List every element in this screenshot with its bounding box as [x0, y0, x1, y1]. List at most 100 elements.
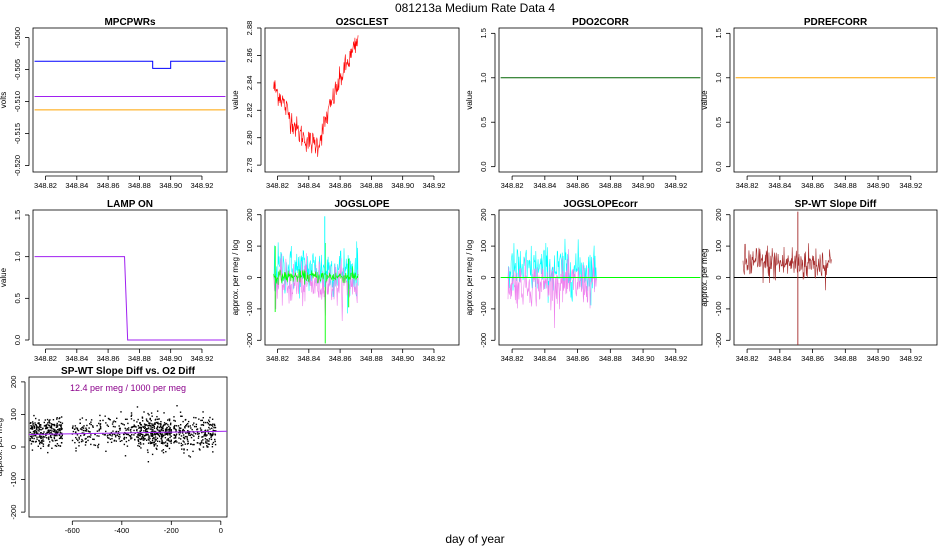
scatter-point: [37, 426, 39, 428]
scatter-point: [146, 430, 148, 433]
scatter-point: [42, 436, 44, 438]
scatter-point: [85, 441, 87, 443]
scatter-point: [140, 438, 142, 441]
scatter-point: [147, 438, 150, 440]
scatter-point: [148, 414, 150, 416]
scatter-point: [164, 428, 167, 431]
panels-group: MPCPWRs volts 348.82 348.84 348.86 348.88 348.…: [0, 17, 938, 535]
plot-area: [734, 211, 937, 345]
scatter-point: [104, 415, 106, 417]
scatter-point: [161, 441, 163, 443]
chart-title: MPCPWRs: [104, 17, 156, 28]
scatter-point: [208, 420, 211, 423]
scatter-point: [57, 444, 60, 447]
scatter-point: [163, 422, 166, 424]
scatter-point: [173, 419, 175, 422]
scatter-point: [211, 425, 214, 427]
scatter-point: [147, 412, 149, 415]
scatter-point: [108, 437, 110, 439]
scatter-point: [33, 432, 36, 434]
x-tick-label: 348.92: [422, 354, 445, 363]
x-tick-label: 348.88: [834, 354, 857, 363]
scatter-point: [122, 423, 124, 425]
scatter-point: [128, 434, 131, 437]
x-tick-label: 348.82: [501, 354, 524, 363]
scatter-point: [157, 434, 159, 436]
scatter-point: [169, 428, 171, 430]
scatter-point: [187, 426, 190, 428]
scatter-point: [36, 432, 38, 435]
scatter-point: [112, 433, 114, 436]
scatter-point: [48, 430, 50, 432]
y-tick-label: -200: [479, 333, 488, 348]
scatter-point: [55, 430, 57, 432]
scatter-point: [150, 435, 152, 437]
scatter-point: [40, 440, 43, 442]
scatter-point: [38, 419, 40, 421]
x-tick-label: 348.84: [297, 181, 320, 190]
scatter-point: [154, 438, 156, 440]
scatter-point: [49, 422, 51, 424]
scatter-point: [207, 440, 209, 442]
scatter-point: [102, 419, 104, 422]
scatter-point: [203, 421, 205, 424]
scatter-point: [188, 431, 190, 434]
scatter-point: [49, 436, 52, 438]
scatter-point: [203, 435, 205, 437]
scatter-point: [201, 436, 203, 438]
scatter-point: [47, 437, 50, 440]
scatter-point: [192, 434, 194, 436]
scatter-point: [84, 438, 87, 440]
y-tick-label: 0: [479, 275, 488, 279]
scatter-point: [82, 440, 84, 442]
y-tick-label: -0.510: [13, 91, 22, 112]
x-tick-label: 348.86: [97, 354, 120, 363]
scatter-point: [145, 428, 148, 431]
scatter-point: [99, 425, 102, 428]
scatter-point: [34, 434, 36, 437]
scatter-point: [81, 417, 84, 419]
scatter-point: [75, 447, 77, 449]
scatter-point: [155, 443, 157, 445]
scatter-point: [208, 419, 210, 421]
scatter-point: [182, 428, 184, 431]
scatter-point: [186, 438, 189, 441]
scatter-point: [53, 431, 56, 433]
scatter-point: [138, 433, 140, 435]
scatter-point: [201, 419, 204, 422]
scatter-point: [189, 434, 192, 437]
scatter-point: [29, 438, 32, 440]
scatter-point: [47, 426, 49, 429]
scatter-point: [173, 416, 175, 418]
scatter-point: [113, 420, 115, 422]
scatter-point: [56, 434, 58, 437]
scatter-point: [102, 433, 104, 435]
x-tick-label: 348.82: [736, 354, 759, 363]
y-axis-label: approx. per meg: [700, 248, 709, 306]
scatter-point: [129, 436, 132, 438]
scatter-point: [149, 422, 151, 425]
scatter-point: [209, 424, 211, 426]
scatter-point: [51, 439, 53, 441]
scatter-point: [130, 415, 132, 417]
scatter-point: [167, 432, 169, 434]
scatter-point: [49, 434, 52, 437]
x-tick-label: 348.86: [801, 354, 824, 363]
scatter-point: [83, 433, 86, 436]
scatter-point: [192, 443, 194, 446]
scatter-point: [191, 428, 193, 431]
figure-title: 081213a Medium Rate Data 4: [395, 1, 555, 15]
scatter-point: [165, 430, 167, 432]
x-tick-label: 348.90: [391, 354, 414, 363]
scatter-point: [193, 435, 195, 437]
scatter-point: [82, 429, 85, 432]
scatter-point: [107, 441, 109, 444]
plot-area: [34, 60, 226, 111]
x-tick-label: 348.90: [391, 181, 414, 190]
scatter-point: [193, 432, 195, 434]
scatter-point: [133, 434, 135, 436]
scatter-point: [187, 425, 189, 427]
scatter-point: [56, 422, 58, 425]
scatter-point: [147, 434, 149, 436]
scatter-point: [46, 432, 48, 434]
